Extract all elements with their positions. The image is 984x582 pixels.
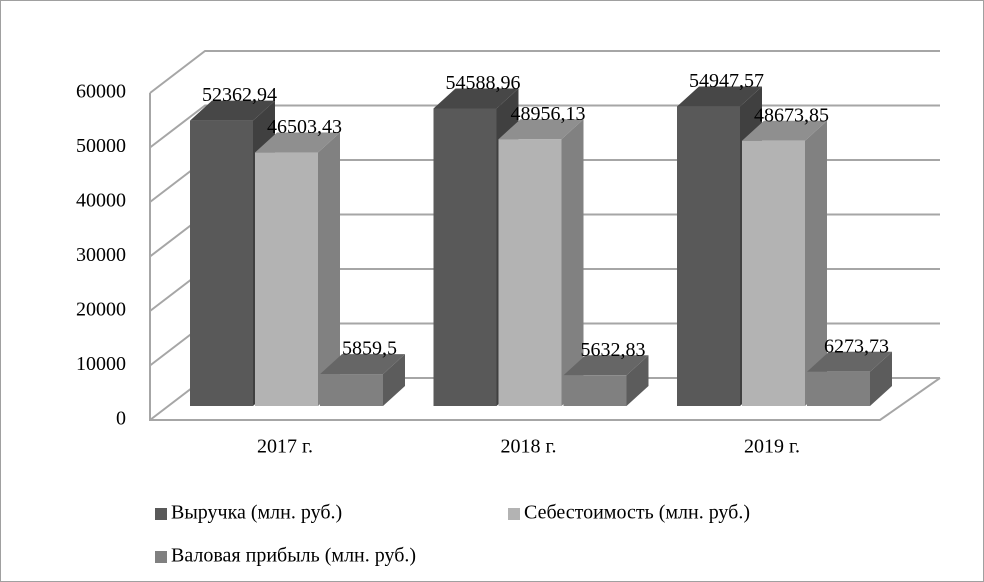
y-tick-label: 50000: [76, 135, 126, 157]
bar: [677, 106, 740, 407]
data-label: 48673,85: [754, 104, 829, 126]
data-label: 5859,5: [342, 338, 397, 360]
bar-top: [677, 86, 762, 107]
bar: [563, 375, 627, 406]
legend-label: Валовая прибыль (млн. руб.): [171, 545, 416, 567]
bar-top: [742, 120, 827, 141]
legend-label: Выручка (млн. руб.): [171, 502, 342, 524]
bar-top: [190, 100, 275, 121]
bar-top: [563, 355, 649, 376]
bar-top: [433, 88, 519, 109]
bar-top: [807, 351, 892, 372]
data-label: 52362,94: [202, 84, 277, 106]
bar: [255, 152, 318, 406]
data-label: 54588,96: [446, 72, 521, 94]
bar-side: [561, 119, 584, 407]
data-label: 6273,73: [824, 335, 889, 357]
bar-side: [870, 351, 892, 406]
bar-top: [320, 354, 405, 375]
legend-label: Себестоимость (млн. руб.): [524, 502, 750, 524]
bar-side: [805, 120, 827, 407]
legend-swatch: [508, 508, 520, 520]
bar: [320, 374, 383, 406]
x-tick-label: 2018 г.: [501, 436, 557, 458]
bar: [433, 108, 497, 406]
bar: [498, 139, 562, 406]
bar-top: [498, 119, 584, 140]
legend-swatch: [155, 551, 167, 563]
bar: [742, 140, 805, 406]
y-tick-label: 30000: [76, 244, 126, 266]
bar: [807, 371, 870, 406]
data-label: 48956,13: [511, 103, 586, 125]
y-tick-label: 60000: [76, 81, 126, 103]
bar: [190, 120, 253, 406]
y-tick-label: 20000: [76, 299, 126, 321]
y-tick-label: 0: [116, 408, 126, 430]
y-tick-label: 10000: [76, 353, 126, 375]
bar-side: [626, 355, 649, 406]
y-tick-label: 40000: [76, 190, 126, 212]
bar-side: [383, 354, 405, 406]
bar-side: [318, 132, 340, 406]
x-tick-label: 2017 г.: [257, 436, 313, 458]
data-label: 46503,43: [267, 116, 342, 138]
x-tick-label: 2019 г.: [744, 436, 800, 458]
data-label: 54947,57: [689, 70, 764, 92]
grid-line: [149, 50, 940, 94]
bar-top: [255, 132, 340, 153]
data-label: 5632,83: [581, 339, 646, 361]
legend-swatch: [155, 508, 167, 520]
